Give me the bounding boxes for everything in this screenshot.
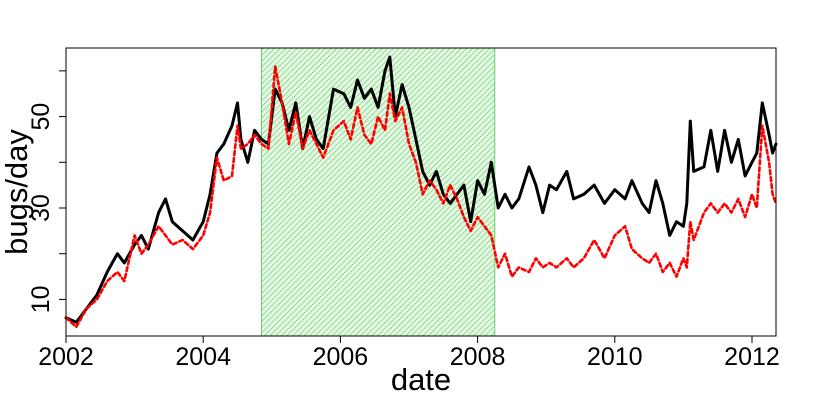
series-layer (64, 55, 778, 329)
plot-frame (65, 47, 777, 337)
x-tick-label: 2002 (38, 343, 94, 371)
y-tick-label: 50 (27, 103, 55, 131)
x-axis: 2002 2004 2006 2008 2010 2012 (38, 336, 780, 371)
x-tick-label: 2004 (175, 343, 231, 371)
y-tick-label: 10 (27, 285, 55, 313)
x-axis-title: date (391, 362, 451, 397)
x-tick-label: 2006 (313, 343, 369, 371)
y-axis-title: bugs/day (0, 129, 34, 255)
series-line-2 (64, 65, 778, 329)
shaded-period (261, 47, 496, 337)
y-axis: 10 30 50 (27, 70, 66, 313)
x-tick-label: 2010 (587, 343, 643, 371)
series-line-1 (64, 55, 778, 324)
y-tick-label: 30 (27, 194, 55, 222)
x-tick-label: 2008 (450, 343, 506, 371)
x-tick-label: 2012 (724, 343, 780, 371)
